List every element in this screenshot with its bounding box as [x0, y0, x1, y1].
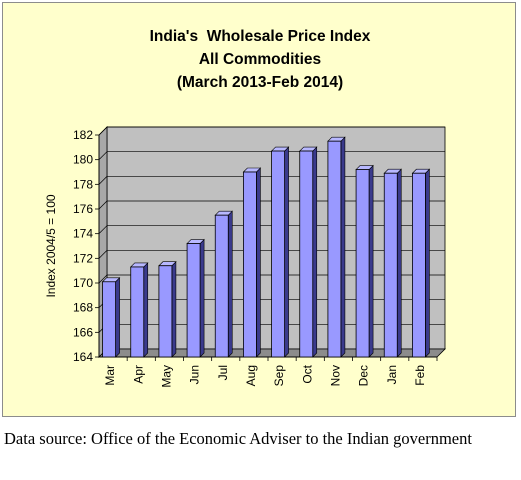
x-tick-label: Apr: [131, 365, 145, 384]
gridline: [98, 126, 445, 136]
y-tick-label: 176: [73, 202, 93, 216]
y-tick-label: 166: [73, 325, 93, 339]
bar-chart: 164 166 168 170 172 174 176 178 180 182 Index 2004…: [44, 126, 446, 388]
bar-nov: [327, 140, 342, 358]
data-source-caption: Data source: Office of the Economic Advi…: [4, 429, 472, 448]
chart-title: India's Wholesale Price Index All Commod…: [3, 25, 517, 94]
x-tick-label: Jan: [385, 365, 399, 384]
bar-side-may: [171, 261, 177, 358]
x-tick-label: Jun: [188, 365, 202, 384]
x-tick-label: Aug: [244, 365, 258, 386]
bar-side-jan: [396, 168, 402, 358]
bar-oct: [299, 150, 314, 358]
x-tick-label: Nov: [328, 365, 342, 386]
y-axis-label: Index 2004/5 = 100: [44, 194, 58, 297]
y-tick-label: 168: [73, 301, 93, 315]
y-tick-label: 178: [73, 177, 93, 191]
bar-side-apr: [143, 262, 149, 358]
x-tick-label: Mar: [103, 365, 117, 386]
chart-title-line-3: (March 2013-Feb 2014): [176, 74, 344, 91]
bar-may: [158, 265, 173, 358]
bar-side-jul: [227, 210, 233, 358]
x-tick-label: Jul: [216, 365, 230, 380]
y-tick-label: 170: [73, 276, 93, 290]
chart-title-line-2: All Commodities: [198, 51, 322, 68]
bar-side-jun: [199, 238, 205, 358]
bar-jun: [186, 243, 201, 358]
bar-side-sep: [284, 146, 289, 358]
chart-title-line-1: India's Wholesale Price Index: [149, 28, 371, 45]
bar-mar: [102, 281, 116, 358]
bar-side-nov: [340, 136, 346, 358]
y-tick-label: 180: [73, 153, 93, 167]
y-tick-label: 164: [73, 350, 93, 364]
bar-dec: [355, 169, 370, 358]
bar-sep: [271, 150, 285, 358]
bar-side-oct: [312, 146, 318, 358]
chart-frame: India's Wholesale Price Index All Commod…: [2, 2, 516, 417]
bar-side-feb: [425, 168, 430, 358]
bar-aug: [243, 171, 257, 358]
x-tick-label: Feb: [413, 365, 427, 386]
bar-side-aug: [256, 167, 261, 358]
x-tick-label: Dec: [357, 365, 371, 386]
y-tick-label: 172: [73, 251, 93, 265]
x-tick-label: Oct: [300, 364, 314, 383]
y-tick-label: 182: [73, 128, 93, 142]
bar-apr: [130, 266, 145, 358]
bar-jan: [383, 172, 398, 358]
x-tick-label: May: [159, 365, 173, 388]
bar-jul: [214, 214, 229, 358]
y-tick-label: 174: [73, 227, 93, 241]
bar-side-mar: [115, 277, 120, 358]
bar-side-dec: [368, 164, 374, 358]
x-tick-label: Sep: [272, 365, 286, 387]
bar-feb: [412, 172, 426, 358]
